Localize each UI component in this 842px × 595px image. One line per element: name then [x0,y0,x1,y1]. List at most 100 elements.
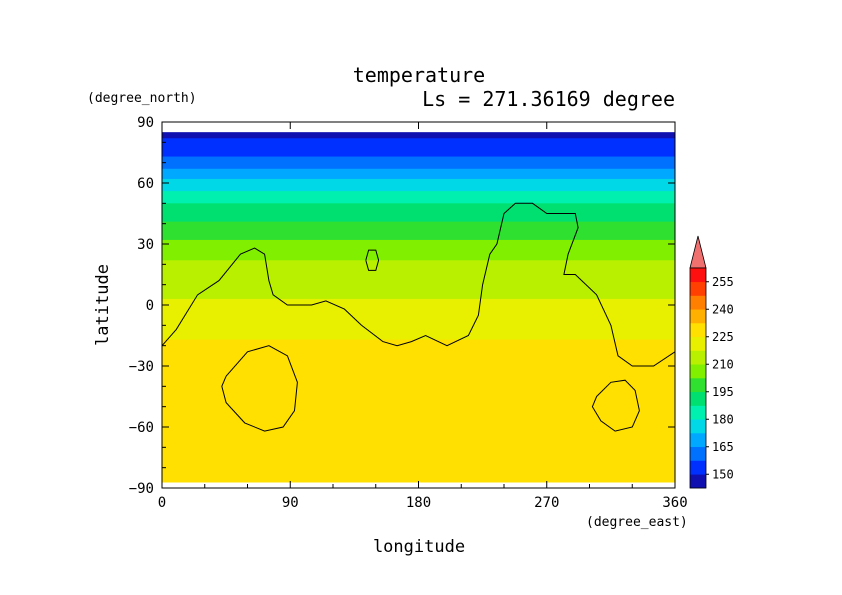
colorbar-tick-label: 150 [712,467,734,481]
temperature-band [162,294,675,298]
temperature-band [162,416,675,420]
contour-line [162,202,675,367]
temperature-band [162,453,675,457]
temperature-band [162,368,675,371]
temperature-band [162,321,675,324]
temperature-band [162,142,675,145]
temperature-band [162,406,675,410]
temperature-band [162,349,675,353]
temperature-band [162,201,675,204]
colorbar-swatch [690,323,706,338]
temperature-band [162,286,675,290]
temperature-band [162,386,675,389]
y-tick-label: −60 [129,420,154,436]
temperature-band [162,302,675,306]
temperature-band [162,203,675,206]
temperature-band [162,410,675,414]
temperature-band [162,463,675,467]
temperature-band [162,323,675,326]
temperature-band [162,315,675,318]
temperature-band [162,408,675,412]
temperature-band [162,331,675,335]
temperature-band [162,465,675,469]
colorbar-swatch [690,295,706,310]
colorbar-tick-label: 225 [712,330,734,344]
colorbar-swatch [690,446,706,461]
temperature-band [162,172,675,176]
colorbar-swatch [690,433,706,448]
colorbar-swatch [690,281,706,296]
temperature-band [162,437,675,440]
temperature-band [162,363,675,367]
temperature-band [162,345,675,349]
temperature-band [162,221,675,225]
temperature-band [162,207,675,211]
temperature-band [162,459,675,463]
y-tick-label: 0 [146,298,154,314]
temperature-band [162,246,675,249]
temperature-band [162,148,675,152]
temperature-band [162,211,675,215]
temperature-band [162,451,675,455]
temperature-band [162,191,675,194]
temperature-band [162,357,675,361]
temperature-band [162,254,675,257]
temperature-band [162,183,675,186]
temperature-band [162,378,675,381]
temperature-band [162,152,675,156]
temperature-band [162,414,675,418]
temperature-band [162,359,675,363]
x-axis-ticks: 0 90 180 270 360 [158,122,688,511]
temperature-band [162,138,675,141]
temperature-band [162,343,675,347]
temperature-band [162,244,675,247]
colorbar-swatch [690,460,706,475]
temperature-band [162,339,675,343]
x-tick-label: 270 [534,495,559,511]
temperature-band [162,329,675,333]
temperature-band [162,150,675,154]
temperature-band [162,284,675,288]
colorbar-over-arrow [689,235,707,269]
temperature-band [162,162,675,166]
temperature-band [162,199,675,202]
temperature-band [162,398,675,402]
x-tick-label: 360 [662,495,687,511]
plot-frame [161,121,676,489]
temperature-band [162,361,675,365]
temperature-band [162,166,675,170]
temperature-band [162,223,675,227]
temperature-band [162,380,675,383]
temperature-band [162,418,675,422]
temperature-band [162,471,675,475]
temperature-band [162,237,675,241]
temperature-band [162,353,675,357]
temperature-band [162,325,675,328]
temperature-band [162,394,675,398]
temperature-band [162,248,675,251]
colorbar-frame [689,267,707,489]
temperature-band [162,189,675,192]
temperature-band [162,258,675,261]
temperature-band [162,270,675,274]
temperature-band [162,235,675,239]
contour-line [365,249,380,271]
temperature-band [162,134,675,137]
colorbar-swatch [690,419,706,434]
colorbar-swatch [690,336,706,351]
temperature-band [162,298,675,302]
colorbar-swatch [690,474,706,489]
colorbar-swatch [690,309,706,324]
temperature-band [162,376,675,379]
colorbar-tick-label: 195 [712,385,734,399]
temperature-band [162,455,675,459]
colorbar-tick-label: 240 [712,302,734,316]
temperature-band [162,307,675,310]
contour-line [591,379,640,432]
temperature-band [162,372,675,375]
x-tick-label: 180 [406,495,431,511]
temperature-band [162,313,675,316]
temperature-band [162,461,675,465]
temperature-field [162,132,675,483]
